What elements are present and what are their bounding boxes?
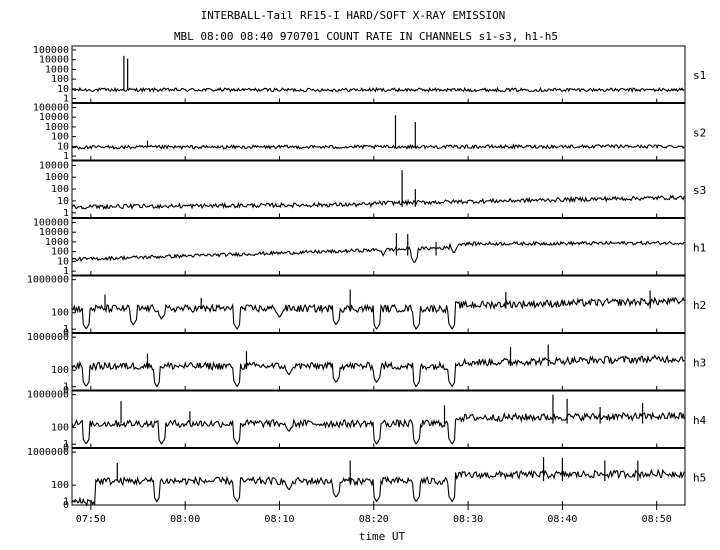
x-tick-label: 08:00: [170, 514, 200, 525]
y-tick-label: 1000: [45, 172, 69, 183]
figure-subtitle: MBL 08:00 08:40 970701 COUNT RATE IN CHA…: [174, 30, 558, 43]
series-line-h1: [71, 240, 685, 263]
panel-h5: 1000000 100 10 h5: [27, 447, 706, 511]
panel-h4: 1000000 100 10 h4: [27, 390, 707, 454]
y-tick-label: 1000000: [27, 332, 69, 343]
y-tick-label: 1: [63, 208, 69, 219]
y-tick-label: 1000: [45, 237, 69, 248]
panel-frame: [71, 103, 686, 161]
channel-label: s1: [693, 69, 706, 82]
series-line-s2: [71, 143, 685, 150]
y-tick-label: 1: [63, 324, 69, 335]
y-tick-label: 1000: [45, 64, 69, 75]
series-line-h2: [71, 296, 685, 330]
y-tick-label: 100: [51, 365, 69, 376]
channel-label: h5: [693, 471, 706, 484]
panel-h3: 1000000 100 10 h3: [27, 332, 706, 396]
y-tick-label: 0: [63, 443, 69, 454]
series-line-s1: [71, 86, 685, 93]
panel-frame: [71, 160, 686, 218]
channel-label: s2: [693, 126, 706, 139]
channel-panels: 100000100001000100101s110000010000100010…: [27, 45, 707, 511]
y-tick-label: 10: [57, 84, 69, 95]
series-line-s3: [71, 194, 685, 210]
y-tick-label: 100000: [33, 45, 69, 56]
x-tick-label: 08:40: [547, 514, 577, 525]
channel-label: h4: [693, 414, 707, 427]
x-tick-label: 08:20: [359, 514, 389, 525]
y-tick-label: 10000: [39, 160, 69, 171]
y-tick-label: 100: [51, 423, 69, 434]
y-tick-label: 100: [51, 132, 69, 143]
figure-title: INTERBALL-Tail RF15-I HARD/SOFT X-RAY EM…: [201, 9, 506, 22]
y-tick-label: 1: [63, 266, 69, 277]
panel-frame: [71, 448, 686, 506]
x-tick-label: 08:10: [264, 514, 294, 525]
channel-label: h1: [693, 241, 706, 254]
x-tick-label: 08:30: [453, 514, 483, 525]
panel-h2: 1000000 100 10 h2: [27, 275, 706, 339]
series-line-h5: [71, 468, 685, 507]
time-axis: 07:50 08:00 08:10 08:20 08:30 08:40 08:50: [76, 505, 672, 525]
channel-label: h3: [693, 356, 706, 369]
y-tick-label: 100: [51, 184, 69, 195]
y-tick-label: 100: [51, 480, 69, 491]
y-tick-label: 1000000: [27, 390, 69, 401]
y-tick-label: 100: [51, 308, 69, 319]
y-tick-label: 1000000: [27, 447, 69, 458]
panel-frame: [71, 390, 686, 448]
series-line-h4: [71, 411, 685, 445]
y-tick-label: 1: [63, 497, 69, 508]
y-tick-label: 10000: [39, 112, 69, 123]
panel-frame: [71, 45, 686, 103]
y-tick-label: 0: [63, 328, 69, 339]
y-tick-label: 10: [57, 256, 69, 267]
y-tick-label: 100000: [33, 102, 69, 113]
panel-frame: [71, 275, 686, 333]
panel-frame: [71, 218, 686, 276]
y-tick-label: 1: [63, 382, 69, 393]
y-tick-label: 100000: [33, 217, 69, 228]
x-tick-label: 08:50: [642, 514, 672, 525]
y-tick-label: 10000: [39, 55, 69, 66]
y-tick-label: 1: [63, 94, 69, 105]
y-tick-label: 1000: [45, 122, 69, 133]
y-tick-label: 10: [57, 196, 69, 207]
x-tick-label: 07:50: [76, 514, 106, 525]
y-tick-label: 0: [63, 385, 69, 396]
y-tick-label: 100: [51, 74, 69, 85]
y-tick-label: 1000000: [27, 275, 69, 286]
y-tick-label: 0: [63, 500, 69, 511]
y-tick-label: 10: [57, 141, 69, 152]
channel-label: s3: [693, 184, 706, 197]
series-line-h3: [71, 354, 685, 388]
channel-label: h2: [693, 299, 706, 312]
y-tick-label: 1: [63, 439, 69, 450]
y-tick-label: 1: [63, 151, 69, 162]
panel-frame: [71, 333, 686, 391]
y-tick-label: 100: [51, 247, 69, 258]
x-axis-title: time UT: [359, 530, 406, 543]
y-tick-label: 10000: [39, 227, 69, 238]
